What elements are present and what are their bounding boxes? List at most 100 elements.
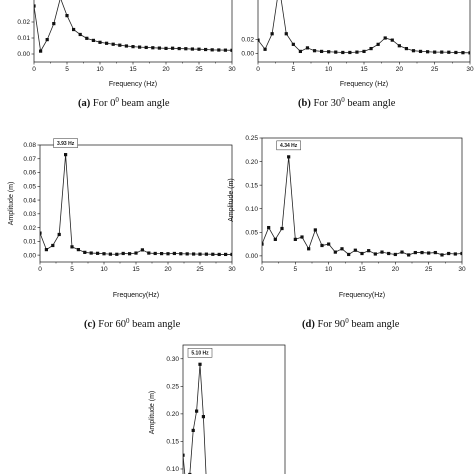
data-point [201,415,205,419]
data-point [461,51,465,55]
x-tick-label: 30 [458,266,466,273]
data-point [258,38,260,42]
data-point [102,252,106,256]
data-point [373,252,377,256]
data-point [72,27,76,32]
data-point [118,43,122,47]
caption-c: (c) For 600 beam angle [84,317,181,330]
data-point [270,32,274,36]
x-tick-label: 0 [38,266,42,273]
data-point [418,49,423,54]
data-point [78,32,82,37]
y-tick-label: 0.10 [166,466,179,473]
data-point [111,42,115,46]
data-point [291,42,295,46]
data-point [144,45,148,50]
y-tick-label: 0.10 [245,206,258,213]
data-point [347,252,351,257]
data-point [273,237,277,241]
data-point [131,45,135,49]
y-tick-label: 0.00 [17,51,30,58]
x-tick-label: 5 [292,66,296,73]
data-point [195,409,199,413]
x-tick-label: 25 [425,266,433,273]
series-group [183,362,207,474]
data-point [124,44,128,48]
data-point [147,251,151,255]
data-point [96,251,100,255]
data-point [376,42,380,46]
x-tick-label: 10 [325,66,333,73]
data-point [433,50,437,54]
data-point [427,251,431,255]
data-point [397,44,401,48]
data-point [230,252,232,257]
y-tick-label: 0.20 [166,411,179,418]
y-tick-label: 0.20 [245,159,258,166]
y-tick-label: 0.01 [23,239,36,246]
data-point [108,252,112,256]
data-point [51,243,55,248]
data-point [115,252,119,256]
data-point [191,428,195,433]
data-point [128,252,132,256]
data-point [185,252,189,256]
data-point [52,22,56,26]
series-group [258,0,470,55]
data-point [300,235,304,239]
data-point [190,47,194,51]
x-axis-label: Frequency (Hz) [109,81,157,88]
x-axis-label: Frequency(Hz) [113,292,159,299]
data-point [393,252,397,257]
peak-label-box [276,140,301,151]
data-point [85,36,89,40]
series-group [34,0,232,53]
data-point [390,38,394,42]
y-axis-label: Amplitude (m) [149,391,156,435]
data-point [400,250,404,254]
data-point [197,47,201,51]
data-point [305,46,310,50]
y-tick-label: 0.06 [23,170,36,177]
data-point [70,245,74,249]
y-tick-label: 0.15 [245,182,258,189]
y-tick-label: 0.03 [23,211,36,218]
peak-label: 3.93 Hz [57,141,75,147]
data-point [204,47,208,52]
data-point [172,251,176,256]
data-point [440,253,444,257]
data-point [404,46,408,51]
y-tick-label: 0.02 [17,19,30,26]
x-tick-label: 10 [96,66,104,73]
data-point [440,50,444,54]
data-point [454,50,458,55]
chart-panel-d: 0 5 10 15 20 25 30 0.00 0.05 0.10 0.15 0.20 0.25 Freq… [228,135,466,299]
data-point [157,46,161,50]
x-axis-label: Frequency (Hz) [340,81,388,88]
data-point [447,251,451,256]
data-point [298,49,302,54]
data-point [151,46,155,50]
caption-d: (d) For 900 beam angle [302,317,400,330]
plot-frame [182,344,286,474]
data-point [468,51,470,55]
series-line [183,364,207,474]
data-point [166,252,170,256]
data-point [263,47,267,51]
data-point [433,250,437,255]
data-point [138,45,142,49]
data-point [204,252,208,256]
data-point [40,231,42,235]
data-point [387,251,391,256]
data-point [262,242,264,246]
x-tick-label: 20 [164,266,172,273]
data-point [91,38,95,42]
data-point [284,32,288,36]
peak-label: 5.10 Hz [191,351,209,357]
chart-panel-b: 0 5 10 15 20 25 30 0.00 0.02 Frequency (Hz) [241,0,474,88]
data-point [362,49,366,54]
data-point [210,48,214,52]
data-point [177,46,181,51]
y-tick-label: 0.02 [241,37,254,44]
series-line [40,154,232,255]
